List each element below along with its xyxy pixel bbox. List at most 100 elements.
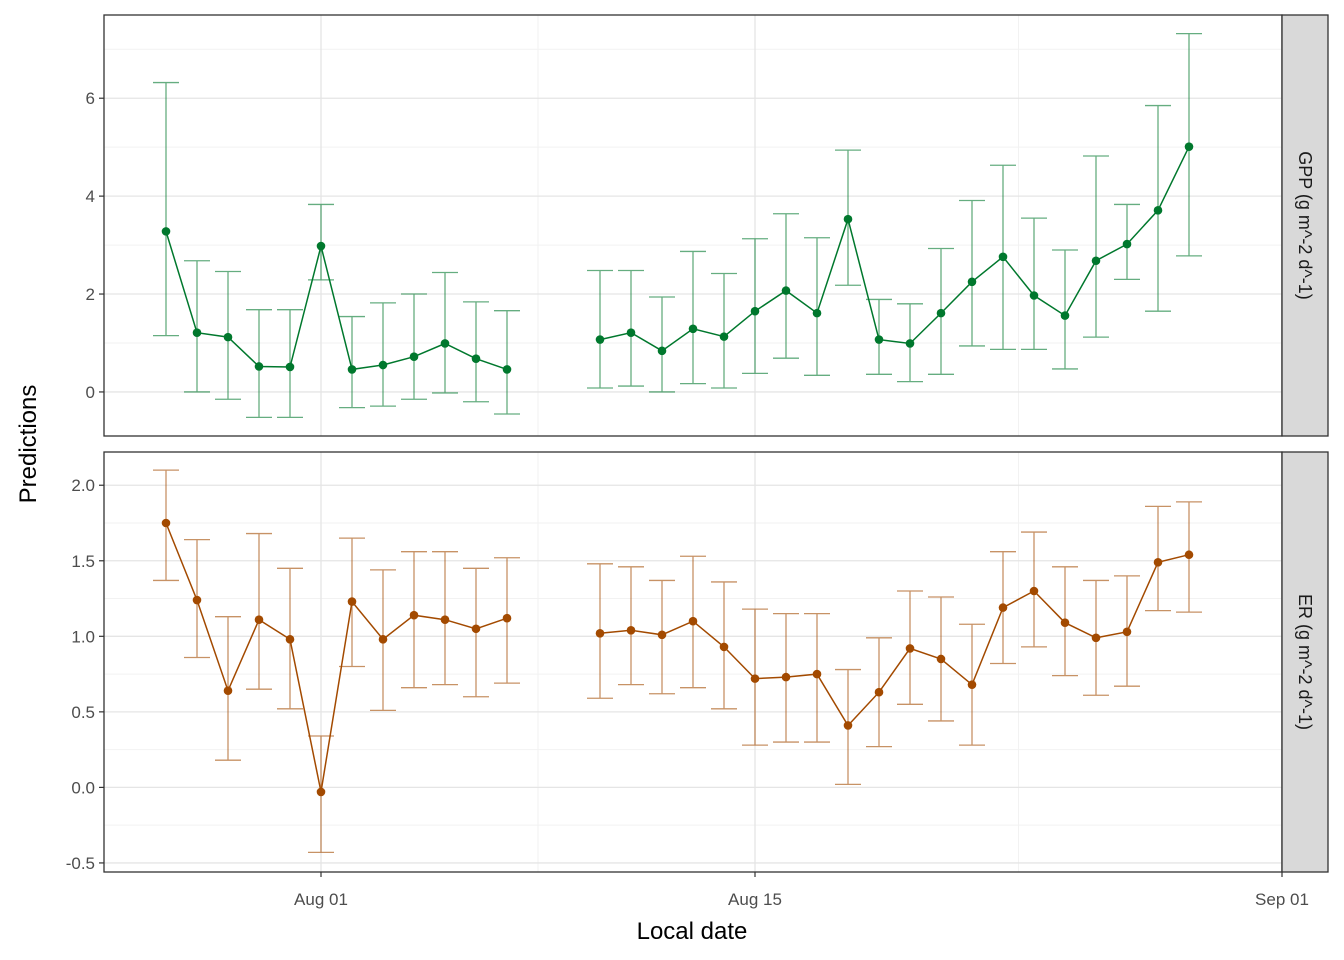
data-point — [967, 680, 977, 689]
error-bar — [153, 81, 179, 337]
y-axis-title: Predictions — [15, 385, 42, 504]
data-point — [719, 332, 729, 341]
series-line — [165, 231, 508, 371]
data-point — [409, 610, 419, 620]
error-bar — [1021, 217, 1047, 351]
data-point — [905, 644, 915, 653]
x-axis-title: Local date — [637, 918, 748, 945]
data-point — [1091, 633, 1101, 643]
error-bar — [401, 293, 427, 400]
data-point — [347, 365, 357, 374]
data-point — [254, 362, 264, 371]
error-bar — [804, 237, 830, 376]
error-bar — [184, 260, 210, 393]
data-point — [471, 624, 481, 634]
error-bar — [370, 302, 396, 407]
data-point — [192, 595, 202, 605]
error-bar — [711, 272, 737, 389]
data-point — [316, 241, 326, 251]
y-tick-label: 0.5 — [71, 703, 95, 722]
data-point — [874, 687, 884, 697]
y-tick-label: 1.5 — [71, 552, 95, 571]
data-point — [626, 625, 636, 635]
data-point — [1060, 311, 1070, 320]
data-point — [378, 635, 388, 644]
error-bar — [432, 271, 458, 394]
error-bar — [587, 269, 613, 389]
x-tick-label: Aug 01 — [294, 890, 348, 909]
data-point — [936, 308, 946, 318]
facet-strip — [1281, 14, 1329, 437]
data-point — [223, 332, 233, 342]
data-point — [719, 642, 729, 652]
data-point — [1091, 256, 1101, 266]
data-point — [254, 615, 264, 624]
data-point — [471, 354, 481, 363]
error-bar — [773, 213, 799, 359]
data-point — [440, 615, 450, 624]
facet-strip — [1281, 451, 1329, 873]
data-point — [1122, 627, 1132, 637]
data-point — [657, 346, 667, 356]
x-tick-label: Aug 15 — [728, 890, 782, 909]
series-line — [165, 522, 508, 793]
facet-panel-0: 0 2 4 6 GPP (g m^-2 d^-1) — [86, 14, 1329, 437]
error-bar — [680, 250, 706, 385]
data-point — [843, 214, 853, 224]
data-point — [781, 286, 791, 295]
facet-panel-1: -0.5 0.0 0.5 1.0 1.5 2.0 ER (g m^-2 d^-1) — [66, 451, 1329, 873]
y-tick-label: 2.0 — [71, 476, 95, 495]
data-point — [1060, 618, 1070, 628]
data-point — [843, 721, 853, 730]
data-point — [812, 308, 822, 318]
error-bar — [959, 199, 985, 347]
error-bar — [618, 566, 644, 686]
error-bar — [1052, 249, 1078, 370]
data-point — [440, 339, 450, 348]
data-point — [1153, 206, 1163, 215]
error-bar — [742, 238, 768, 374]
x-axis: Aug 01 Aug 15 Sep 01 — [294, 872, 1309, 909]
error-bar — [618, 269, 644, 387]
data-point — [1184, 550, 1194, 560]
data-point — [1153, 557, 1163, 567]
x-tick-label: Sep 01 — [1255, 890, 1309, 909]
data-point — [161, 518, 171, 528]
data-point — [626, 328, 636, 338]
data-point — [874, 335, 884, 344]
data-point — [285, 635, 295, 644]
y-tick-label: -0.5 — [66, 854, 95, 873]
series-line — [599, 146, 1190, 352]
facet-strip-label: ER (g m^-2 d^-1) — [1295, 594, 1315, 730]
y-tick-label: 2 — [86, 285, 95, 304]
data-point — [502, 365, 512, 374]
data-point — [750, 306, 760, 316]
error-bar — [339, 315, 365, 409]
data-point — [378, 360, 388, 370]
y-tick-label: 0.0 — [71, 778, 95, 797]
data-point — [192, 328, 202, 338]
data-point — [409, 352, 419, 361]
y-tick-label: 1.0 — [71, 627, 95, 646]
error-bar — [494, 310, 520, 415]
data-point — [812, 669, 822, 679]
data-point — [998, 603, 1008, 612]
data-point — [285, 362, 295, 372]
data-point — [688, 324, 698, 334]
data-point — [316, 787, 326, 797]
series-line — [599, 553, 1190, 727]
data-point — [1184, 142, 1194, 151]
data-point — [161, 227, 171, 236]
y-tick-label: 6 — [86, 89, 95, 108]
data-point — [750, 674, 760, 683]
error-bar — [246, 532, 272, 690]
data-point — [1029, 291, 1039, 300]
data-point — [223, 686, 233, 696]
facet-strip-label: GPP (g m^-2 d^-1) — [1295, 151, 1315, 300]
data-point — [595, 628, 605, 638]
data-point — [1122, 239, 1132, 249]
y-tick-label: 4 — [86, 187, 95, 206]
data-point — [905, 339, 915, 348]
